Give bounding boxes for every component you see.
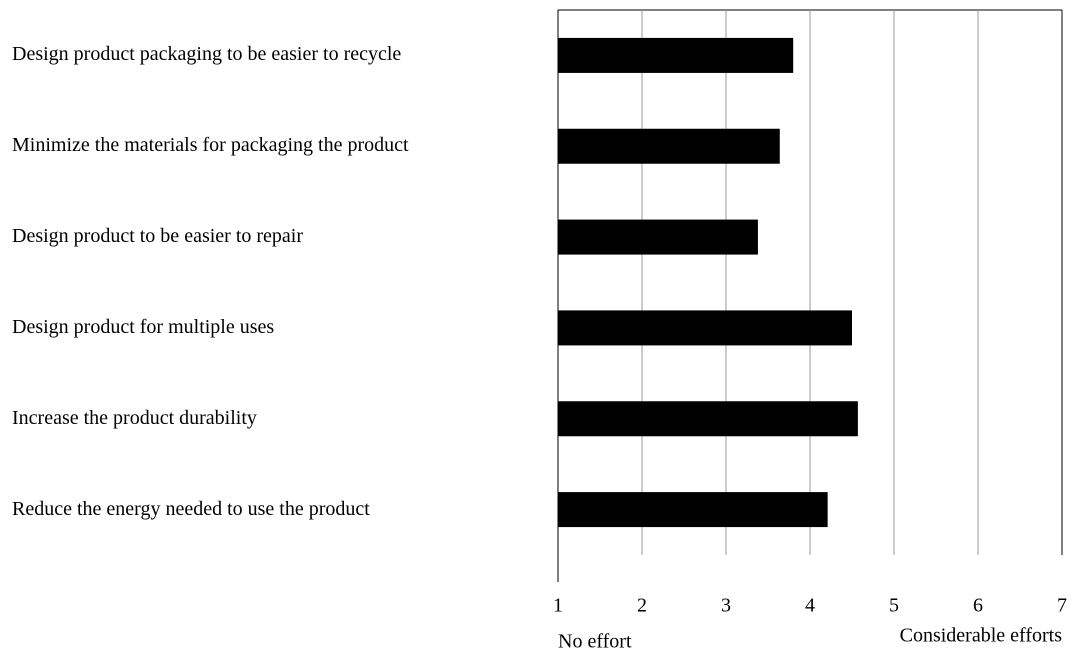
x-tick-label: 1 (553, 595, 563, 617)
bar (558, 401, 858, 437)
x-tick-label: 6 (973, 595, 983, 617)
bar (558, 219, 758, 255)
bar (558, 37, 794, 73)
y-tick-label: Design product packaging to be easier to… (12, 43, 402, 66)
bar (558, 310, 852, 346)
bar (558, 492, 828, 528)
x-axis-label-left: No effort (558, 631, 632, 653)
y-tick-label: Design product to be easier to repair (12, 225, 304, 248)
x-tick-label: 2 (637, 595, 647, 617)
y-tick-label: Minimize the materials for packaging the… (12, 134, 409, 157)
x-tick-label: 3 (721, 595, 731, 617)
y-tick-label: Reduce the energy needed to use the prod… (12, 497, 370, 520)
x-tick-label: 7 (1057, 595, 1067, 617)
x-tick-label: 4 (805, 595, 815, 617)
x-tick-label: 5 (889, 595, 899, 617)
bar (558, 128, 780, 164)
y-tick-label: Increase the product durability (12, 406, 257, 429)
x-axis-label-right: Considerable efforts (900, 625, 1063, 647)
y-tick-label: Design product for multiple uses (12, 315, 275, 338)
